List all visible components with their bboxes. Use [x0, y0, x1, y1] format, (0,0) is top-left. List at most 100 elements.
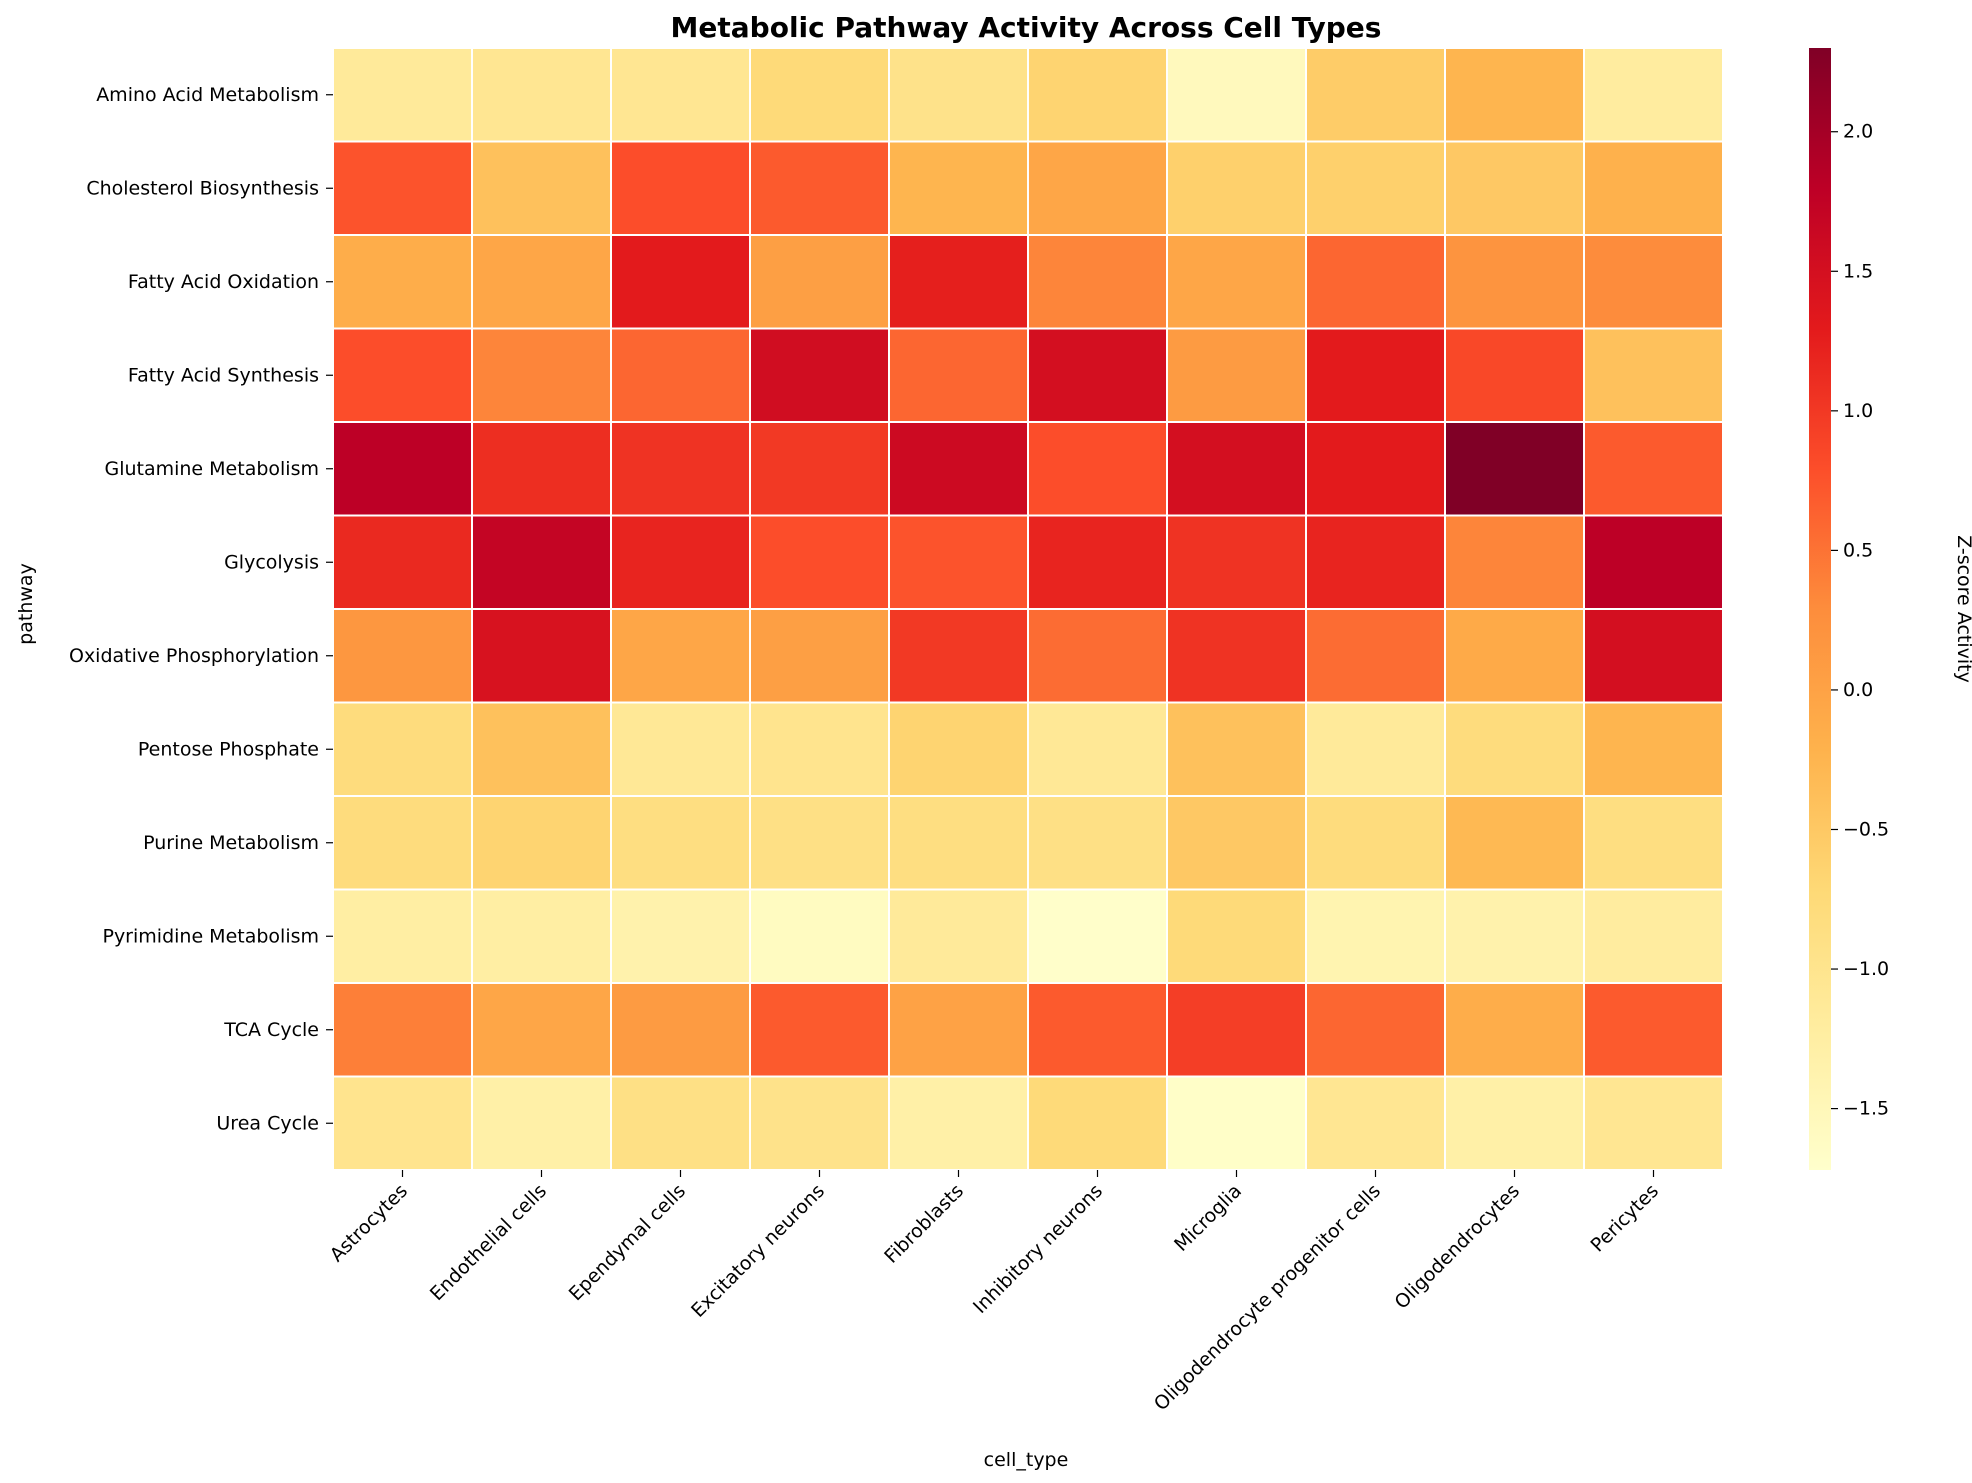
heatmap-cell	[332, 47, 473, 143]
heatmap-cell	[749, 982, 890, 1078]
heatmap-cell	[1027, 47, 1168, 143]
heatmap-cell	[1027, 234, 1168, 330]
heatmap-cell	[610, 140, 751, 236]
x-tick-label: Oligodendrocyte progenitor cells	[1150, 1180, 1385, 1415]
heatmap-cell	[1583, 888, 1724, 984]
y-tick-label: Fatty Acid Synthesis	[128, 364, 319, 386]
heatmap-cell	[1583, 234, 1724, 330]
colorbar-tick-label: −1.5	[1843, 1098, 1889, 1120]
heatmap-cell	[610, 234, 751, 330]
heatmap-cell	[610, 514, 751, 610]
heatmap-cell	[1583, 47, 1724, 143]
heatmap-cell	[1027, 888, 1168, 984]
x-tick-label: Pericytes	[1586, 1180, 1663, 1257]
heatmap-cell	[1583, 421, 1724, 517]
heatmap-cell	[1583, 327, 1724, 423]
heatmap-cell	[1444, 608, 1585, 704]
heatmap-cell	[888, 701, 1029, 797]
heatmap-cell	[749, 327, 890, 423]
heatmap-cell	[332, 701, 473, 797]
x-axis-label: cell_type	[984, 1449, 1069, 1471]
heatmap-cells	[332, 47, 1724, 1171]
heatmap-cell	[1166, 982, 1307, 1078]
colorbar-label: Z-score Activity	[1953, 535, 1972, 683]
x-tick-labels: Astrocytes Endothelial cells Ependymal cel…	[326, 1170, 1663, 1415]
heatmap-cell	[471, 234, 612, 330]
heatmap-cell	[1444, 701, 1585, 797]
x-tick-label: Inhibitory neurons	[969, 1180, 1107, 1318]
heatmap-cell	[332, 1075, 473, 1171]
heatmap-cell	[471, 514, 612, 610]
heatmap-cell	[332, 514, 473, 610]
heatmap-cell	[1444, 982, 1585, 1078]
colorbar: −1.5 −1.0 −0.5 0.0 0.5 1.0 1.5 2.0 Z-score Acti…	[1809, 48, 1972, 1170]
heatmap-cell	[471, 701, 612, 797]
heatmap-cell	[749, 888, 890, 984]
heatmap-cell	[749, 608, 890, 704]
heatmap-cell	[1166, 701, 1307, 797]
heatmap-cell	[610, 982, 751, 1078]
heatmap-cell	[332, 234, 473, 330]
heatmap-cell	[471, 47, 612, 143]
heatmap-cell	[1305, 327, 1446, 423]
heatmap-cell	[888, 982, 1029, 1078]
heatmap-cell	[1166, 421, 1307, 517]
heatmap-cell	[1444, 1075, 1585, 1171]
heatmap-cell	[1027, 608, 1168, 704]
heatmap-cell	[1444, 421, 1585, 517]
x-tick-label: Ependymal cells	[565, 1180, 690, 1305]
heatmap-cell	[888, 327, 1029, 423]
heatmap-cell	[1305, 795, 1446, 891]
y-tick-label: Glycolysis	[224, 551, 319, 573]
colorbar-tick-label: 1.0	[1843, 400, 1873, 422]
x-tick-label: Endothelial cells	[426, 1180, 551, 1305]
y-tick-label: Purine Metabolism	[143, 832, 319, 854]
heatmap-cell	[1444, 234, 1585, 330]
y-tick-label: Pyrimidine Metabolism	[102, 925, 319, 947]
y-tick-label: Pentose Phosphate	[138, 738, 319, 760]
colorbar-tick-label: −0.5	[1843, 818, 1889, 840]
heatmap-cell	[888, 1075, 1029, 1171]
heatmap-cell	[749, 701, 890, 797]
heatmap-cell	[1166, 234, 1307, 330]
heatmap-cell	[749, 1075, 890, 1171]
heatmap-cell	[1305, 421, 1446, 517]
heatmap-cell	[1444, 327, 1585, 423]
heatmap-cell	[749, 234, 890, 330]
heatmap-cell	[332, 888, 473, 984]
heatmap-cell	[888, 795, 1029, 891]
heatmap-cell	[1444, 888, 1585, 984]
heatmap-cell	[1583, 608, 1724, 704]
heatmap-cell	[332, 140, 473, 236]
heatmap-cell	[749, 140, 890, 236]
x-tick-label: Microglia	[1170, 1180, 1246, 1256]
heatmap-cell	[471, 795, 612, 891]
heatmap-cell	[1305, 608, 1446, 704]
heatmap-cell	[1027, 795, 1168, 891]
heatmap-cell	[888, 421, 1029, 517]
heatmap-cell	[1305, 701, 1446, 797]
heatmap-cell	[1027, 1075, 1168, 1171]
x-tick-label: Oligodendrocytes	[1391, 1180, 1525, 1314]
heatmap-cell	[1583, 795, 1724, 891]
heatmap-cell	[1166, 47, 1307, 143]
heatmap-cell	[1166, 1075, 1307, 1171]
heatmap-cell	[471, 1075, 612, 1171]
heatmap-cell	[1027, 327, 1168, 423]
y-tick-label: Oxidative Phosphorylation	[69, 645, 319, 667]
heatmap-cell	[610, 608, 751, 704]
heatmap-cell	[1305, 1075, 1446, 1171]
heatmap-cell	[332, 795, 473, 891]
chart-title: Metabolic Pathway Activity Across Cell T…	[671, 11, 1382, 44]
heatmap-cell	[749, 47, 890, 143]
colorbar-tick-label: 0.0	[1843, 679, 1873, 701]
heatmap-cell	[888, 888, 1029, 984]
heatmap-cell	[1166, 888, 1307, 984]
y-tick-label: TCA Cycle	[223, 1019, 319, 1041]
heatmap-cell	[1027, 982, 1168, 1078]
heatmap-cell	[1305, 514, 1446, 610]
y-axis-label: pathway	[15, 563, 37, 645]
heatmap-cell	[332, 608, 473, 704]
heatmap-cell	[471, 327, 612, 423]
